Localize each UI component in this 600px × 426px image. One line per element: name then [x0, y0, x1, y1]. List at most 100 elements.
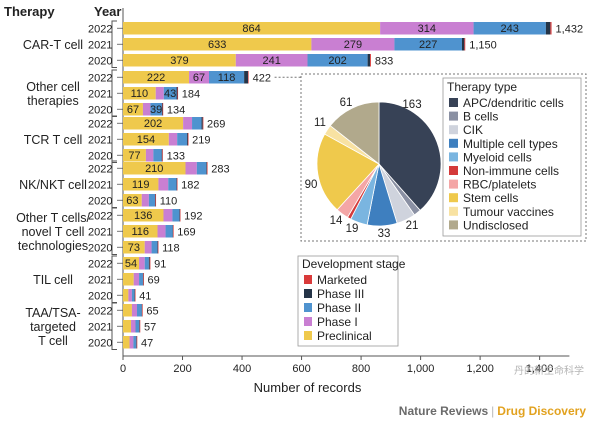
- year-label: 2020: [88, 56, 112, 68]
- bar-segment: [123, 289, 129, 302]
- total-label: 65: [146, 306, 158, 318]
- x-tick-label: 400: [233, 363, 251, 375]
- bar-segment: [148, 194, 156, 207]
- bar-segment: [177, 87, 179, 100]
- bar-segment: [123, 103, 143, 116]
- bar-segment: [394, 38, 462, 51]
- bar-segment: [123, 22, 381, 35]
- bar-segment: [141, 194, 149, 207]
- pie-slice: [329, 101, 380, 165]
- bar-segment: [473, 22, 546, 35]
- year-label: 2021: [88, 227, 112, 239]
- category-label: CAR-T cell: [23, 38, 83, 52]
- credit-separator: |: [491, 404, 495, 418]
- bar-segment: [123, 225, 158, 238]
- segment-label: 279: [344, 39, 362, 51]
- bar-segment: [123, 336, 130, 349]
- total-label: 833: [375, 56, 393, 68]
- bar-segment: [136, 304, 142, 317]
- year-label: 2021: [88, 40, 112, 52]
- bar-segment: [123, 149, 146, 162]
- bar-segment: [123, 87, 156, 100]
- therapy-legend-swatch: [449, 193, 458, 203]
- stage-legend-box: [297, 255, 399, 347]
- bar-segment: [545, 22, 551, 35]
- segment-label: 136: [134, 210, 152, 222]
- stage-legend-swatch: [304, 275, 312, 284]
- stage-legend-label: Phase II: [317, 301, 361, 315]
- therapy-legend-label: Undisclosed: [463, 218, 528, 232]
- category-label-line: CAR-T cell: [23, 38, 83, 52]
- bar-segment: [370, 54, 371, 67]
- therapy-legend-label: B cells: [463, 110, 498, 124]
- bar-segment: [192, 117, 202, 130]
- bar-segment: [145, 149, 154, 162]
- stage-legend-label: Phase III: [317, 287, 364, 301]
- year-label: 2022: [88, 211, 112, 223]
- total-label: 192: [184, 211, 202, 223]
- header-therapy: Therapy: [4, 4, 55, 19]
- category-label-line: novel T cell: [22, 225, 85, 239]
- bar-segment: [367, 54, 371, 67]
- bar-segment: [209, 71, 245, 84]
- bar-segment: [129, 336, 134, 349]
- bar-segment: [311, 38, 395, 51]
- watermark-text: 丹的新生命科学: [514, 366, 584, 377]
- bar-segment: [151, 241, 158, 254]
- bar-segment: [123, 71, 190, 84]
- bar-segment: [144, 241, 152, 254]
- bar-segment: [133, 273, 140, 286]
- bar-segment: [123, 241, 145, 254]
- watermark: 丹的新生命科学: [514, 362, 584, 377]
- category-label-line: technologies: [18, 239, 88, 253]
- bar-segment: [157, 241, 159, 254]
- total-label: 219: [192, 135, 210, 147]
- pie-slice: [316, 133, 380, 211]
- bar-segment: [149, 257, 151, 270]
- year-label: 2020: [88, 196, 112, 208]
- bar-segment: [187, 133, 189, 146]
- segment-label: 210: [145, 163, 163, 175]
- segment-label: 314: [418, 23, 436, 35]
- x-tick-label: 1,400: [526, 363, 554, 375]
- year-label: 2022: [88, 119, 112, 131]
- credit-brand: Nature Reviews: [398, 404, 489, 418]
- bar-segment: [158, 178, 169, 191]
- x-tick-label: 1,200: [466, 363, 494, 375]
- bar-segment: [123, 209, 164, 222]
- bar-segment: [206, 162, 207, 175]
- bar-segment: [235, 54, 308, 67]
- year-label: 2022: [88, 259, 112, 271]
- header-year: Year: [94, 4, 121, 19]
- total-label: 41: [139, 291, 151, 303]
- segment-label: 67: [193, 72, 205, 84]
- bar-segment: [136, 336, 138, 349]
- category-label-line: NK/NKT cell: [19, 178, 87, 192]
- segment-label: 110: [131, 88, 149, 100]
- bar-segment: [142, 304, 143, 317]
- segment-label: 119: [132, 179, 150, 191]
- therapy-legend-label: Non-immune cells: [463, 164, 559, 178]
- bar-segment: [206, 162, 208, 175]
- bar-segment: [464, 38, 466, 51]
- bar-segment: [155, 87, 164, 100]
- therapy-legend-label: Multiple cell types: [463, 137, 558, 151]
- year-label: 2021: [88, 180, 112, 192]
- segment-label: 116: [131, 226, 149, 238]
- bar-segment: [144, 257, 149, 270]
- bar-segment: [155, 194, 157, 207]
- segment-label: 67: [127, 104, 139, 116]
- x-tick-label: 200: [173, 363, 191, 375]
- bar-segment: [461, 38, 465, 51]
- bar-segment: [247, 71, 249, 84]
- bar-segment: [177, 133, 187, 146]
- bar-segment: [123, 320, 132, 333]
- bar-segment: [176, 87, 178, 100]
- year-label: 2021: [88, 322, 112, 334]
- x-tick-label: 0: [120, 363, 126, 375]
- therapy-legend-label: Tumour vaccines: [463, 205, 554, 219]
- category-label-line: Other cell: [26, 80, 80, 94]
- year-label: 2022: [88, 164, 112, 176]
- bar-segment: [307, 54, 368, 67]
- bar-segment: [179, 209, 181, 222]
